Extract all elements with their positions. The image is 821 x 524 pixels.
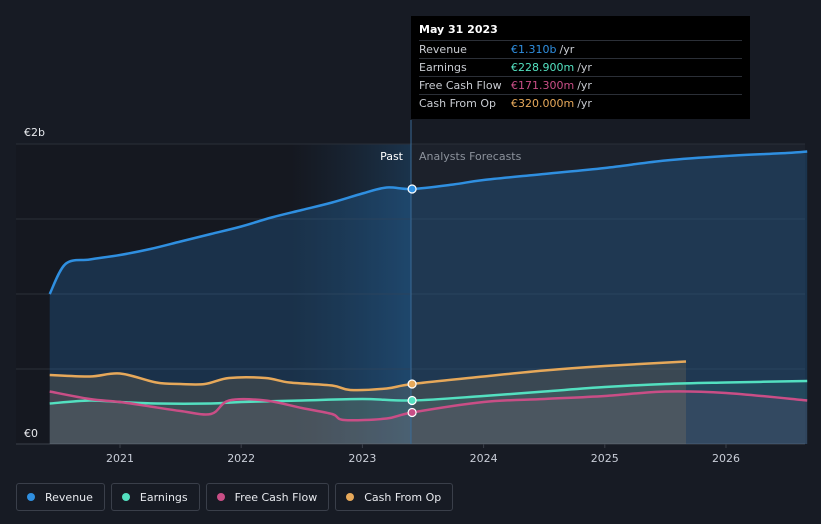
tooltip-unit: /yr [577, 61, 592, 74]
area-free-cash-flow [49, 391, 808, 444]
hover-markers [407, 184, 417, 418]
x-tick-label: 2024 [470, 452, 498, 465]
legend-item-earnings[interactable]: Earnings [110, 483, 200, 511]
x-tick-label: 2021 [106, 452, 134, 465]
legend-label: Earnings [139, 490, 188, 504]
legend-dot-icon [216, 493, 225, 501]
x-tick-label: 2026 [712, 452, 740, 465]
legend-dot-icon [346, 493, 355, 501]
tooltip-unit: /yr [577, 79, 592, 92]
tooltip-unit: /yr [577, 97, 592, 110]
tooltip-name: Earnings [419, 61, 467, 74]
line-cash-from-op [49, 360, 687, 392]
tooltip-value: €320.000m [511, 97, 575, 110]
tooltip-row-revenue: Revenue €1.310b /yr [419, 40, 742, 58]
marker-revenue [407, 184, 417, 194]
legend-item-revenue[interactable]: Revenue [16, 483, 105, 511]
hover-tooltip: May 31 2023 Revenue €1.310b /yr Earnings… [411, 16, 750, 119]
marker-cash-from-op [407, 379, 417, 389]
tooltip-row-cash-from-op: Cash From Op €320.000m /yr [419, 94, 742, 112]
x-tick-label: 2023 [348, 452, 376, 465]
marker-free-cash-flow [407, 407, 417, 418]
legend-label: Free Cash Flow [234, 490, 318, 504]
series-lines [48, 150, 808, 422]
past-label: Past [380, 150, 404, 163]
tooltip-date: May 31 2023 [419, 23, 498, 36]
legend-label: Revenue [45, 490, 93, 504]
tooltip-name: Revenue [419, 43, 467, 56]
legend-label: Cash From Op [364, 490, 442, 504]
forecast-label: Analysts Forecasts [419, 150, 522, 163]
tooltip-value: €228.900m [511, 61, 575, 74]
y-label-bottom: €0 [24, 427, 38, 440]
tooltip-value: €171.300m [511, 79, 575, 92]
legend-item-cash-from-op[interactable]: Cash From Op [335, 483, 454, 511]
area-revenue [49, 151, 808, 444]
legend-item-free-cash-flow[interactable]: Free Cash Flow [205, 483, 330, 511]
line-free-cash-flow [49, 390, 808, 422]
tooltip-name: Free Cash Flow [419, 79, 502, 92]
x-tick-label: 2025 [591, 452, 619, 465]
x-tick-label: 2022 [227, 452, 255, 465]
legend: Revenue Earnings Free Cash Flow Cash Fro… [16, 483, 454, 511]
series-areas [49, 151, 808, 444]
line-revenue [48, 150, 808, 295]
marker-earnings [407, 395, 417, 406]
legend-dot-icon [27, 493, 35, 501]
tooltip-row-free-cash-flow: Free Cash Flow €171.300m /yr [419, 76, 742, 94]
tooltip-name: Cash From Op [419, 97, 497, 110]
area-cash-from-op [49, 361, 687, 444]
tooltip-value: €1.310b [511, 43, 557, 56]
legend-dot-icon [121, 493, 130, 501]
area-earnings [49, 381, 808, 444]
tooltip-row-earnings: Earnings €228.900m /yr [419, 58, 742, 76]
tooltip-unit: /yr [559, 43, 575, 56]
x-axis-ticks: 2021 2022 2023 2024 2025 2026 [106, 444, 740, 465]
y-label-top: €2b [24, 126, 45, 139]
